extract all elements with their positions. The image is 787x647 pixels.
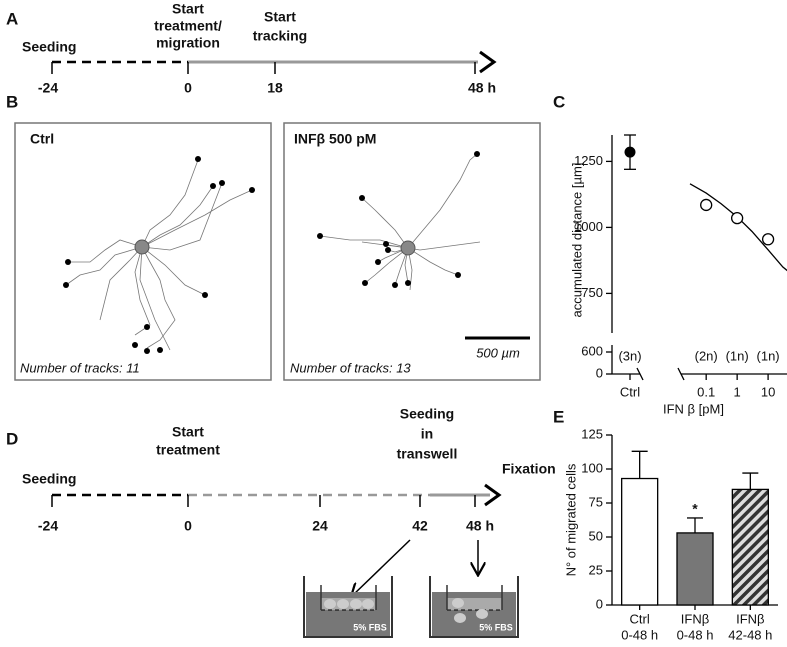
event: Seeding — [400, 406, 454, 422]
x-tick-label: 1 — [734, 384, 741, 399]
event: migration — [156, 35, 220, 51]
event: Seeding — [22, 471, 76, 487]
n-label: (1n) — [757, 348, 780, 363]
panel-b: B Ctrl INFβ 500 pM Number of tracks: 11 … — [6, 92, 541, 381]
point — [761, 233, 775, 246]
tick-label: 48 h — [468, 80, 496, 96]
bar — [676, 532, 714, 606]
x-tick-label: Ctrl — [620, 384, 640, 399]
x-tick-label: 0.1 — [697, 384, 715, 399]
box-title: Ctrl — [30, 131, 54, 147]
event: Start — [172, 1, 204, 17]
event: in — [421, 426, 433, 442]
n-label: (1n) — [726, 348, 749, 363]
panel-letter: C — [553, 92, 565, 111]
box-title: INFβ 500 pM — [294, 131, 376, 147]
panel-letter: A — [6, 9, 18, 28]
y-tick-label: 600 — [581, 343, 603, 358]
event: Fixation — [502, 461, 556, 477]
y-tick-label: 0 — [596, 596, 603, 611]
axis-break — [636, 367, 644, 381]
n-label: (2n) — [695, 348, 718, 363]
event: treatment/ — [154, 18, 222, 34]
tick-label: 42 — [412, 518, 428, 534]
y-tick-label: 50 — [589, 528, 603, 543]
tick-label: 24 — [312, 518, 328, 534]
x-tick-sublabel: 0-48 h — [677, 627, 714, 642]
n-label: (3n) — [618, 348, 641, 363]
panel-d: D Seeding Start treatment Seeding in tra… — [6, 406, 556, 638]
tick-label: -24 — [38, 80, 58, 96]
tick-label: -24 — [38, 518, 58, 534]
arrow-head — [484, 483, 502, 507]
y-tick-label: 0 — [596, 365, 603, 380]
x-tick-sublabel: 42-48 h — [728, 627, 772, 642]
x-tick-label: 10 — [761, 384, 775, 399]
y-axis-title: N° of migrated cells — [563, 463, 578, 576]
tick-label: 48 h — [466, 518, 494, 534]
point — [700, 198, 713, 212]
event: Start — [172, 424, 204, 440]
y-axis-title: accumulated distance [µm] — [569, 163, 584, 318]
event: Seeding — [22, 39, 76, 55]
caption: Number of tracks: 11 — [20, 360, 140, 375]
y-tick-label: 750 — [581, 285, 603, 300]
panel-letter: B — [6, 92, 18, 111]
caption: Number of tracks: 13 — [290, 360, 411, 375]
y-tick-label: 1250 — [574, 153, 603, 168]
transwell: 5% FBS — [303, 576, 393, 638]
tick-label: 18 — [267, 80, 283, 96]
x-tick-label: Ctrl — [630, 611, 650, 626]
fit-curve — [689, 183, 787, 272]
point — [624, 146, 636, 158]
ticks — [51, 495, 476, 507]
x-tick-sublabel: 0-48 h — [621, 627, 658, 642]
point — [730, 212, 744, 225]
y-tick-label: 100 — [581, 460, 603, 475]
origin — [400, 240, 416, 256]
origin — [134, 239, 150, 255]
well-label: 5% FBS — [353, 622, 387, 632]
arrow-head — [479, 50, 497, 74]
x-tick-label: IFNβ — [681, 611, 709, 626]
scale-label: 500 µm — [476, 345, 520, 360]
x-axis-title: IFN β [pM] — [663, 401, 724, 416]
tick-label: 0 — [184, 518, 192, 534]
y-tick-label: 125 — [581, 426, 603, 441]
y-tick-label: 1000 — [574, 219, 603, 234]
panel-letter: D — [6, 429, 18, 448]
tick-label: 0 — [184, 80, 192, 96]
bar — [621, 477, 659, 606]
transwell: 5% FBS — [429, 576, 519, 638]
well-label: 5% FBS — [479, 622, 513, 632]
bar — [731, 488, 769, 606]
event: tracking — [253, 28, 307, 44]
annotation: * — [692, 501, 698, 517]
event: treatment — [156, 442, 220, 458]
arrow — [352, 539, 411, 596]
ticks — [51, 62, 476, 74]
event: transwell — [397, 446, 458, 462]
tracks — [63, 151, 481, 354]
x-tick-label: IFNβ — [736, 611, 764, 626]
panel-letter: E — [553, 407, 564, 426]
panel-a: A Seeding Start treatment/ migration Sta… — [6, 1, 497, 96]
y-tick-label: 25 — [589, 562, 603, 577]
y-tick-label: 75 — [589, 494, 603, 509]
event: Start — [264, 9, 296, 25]
